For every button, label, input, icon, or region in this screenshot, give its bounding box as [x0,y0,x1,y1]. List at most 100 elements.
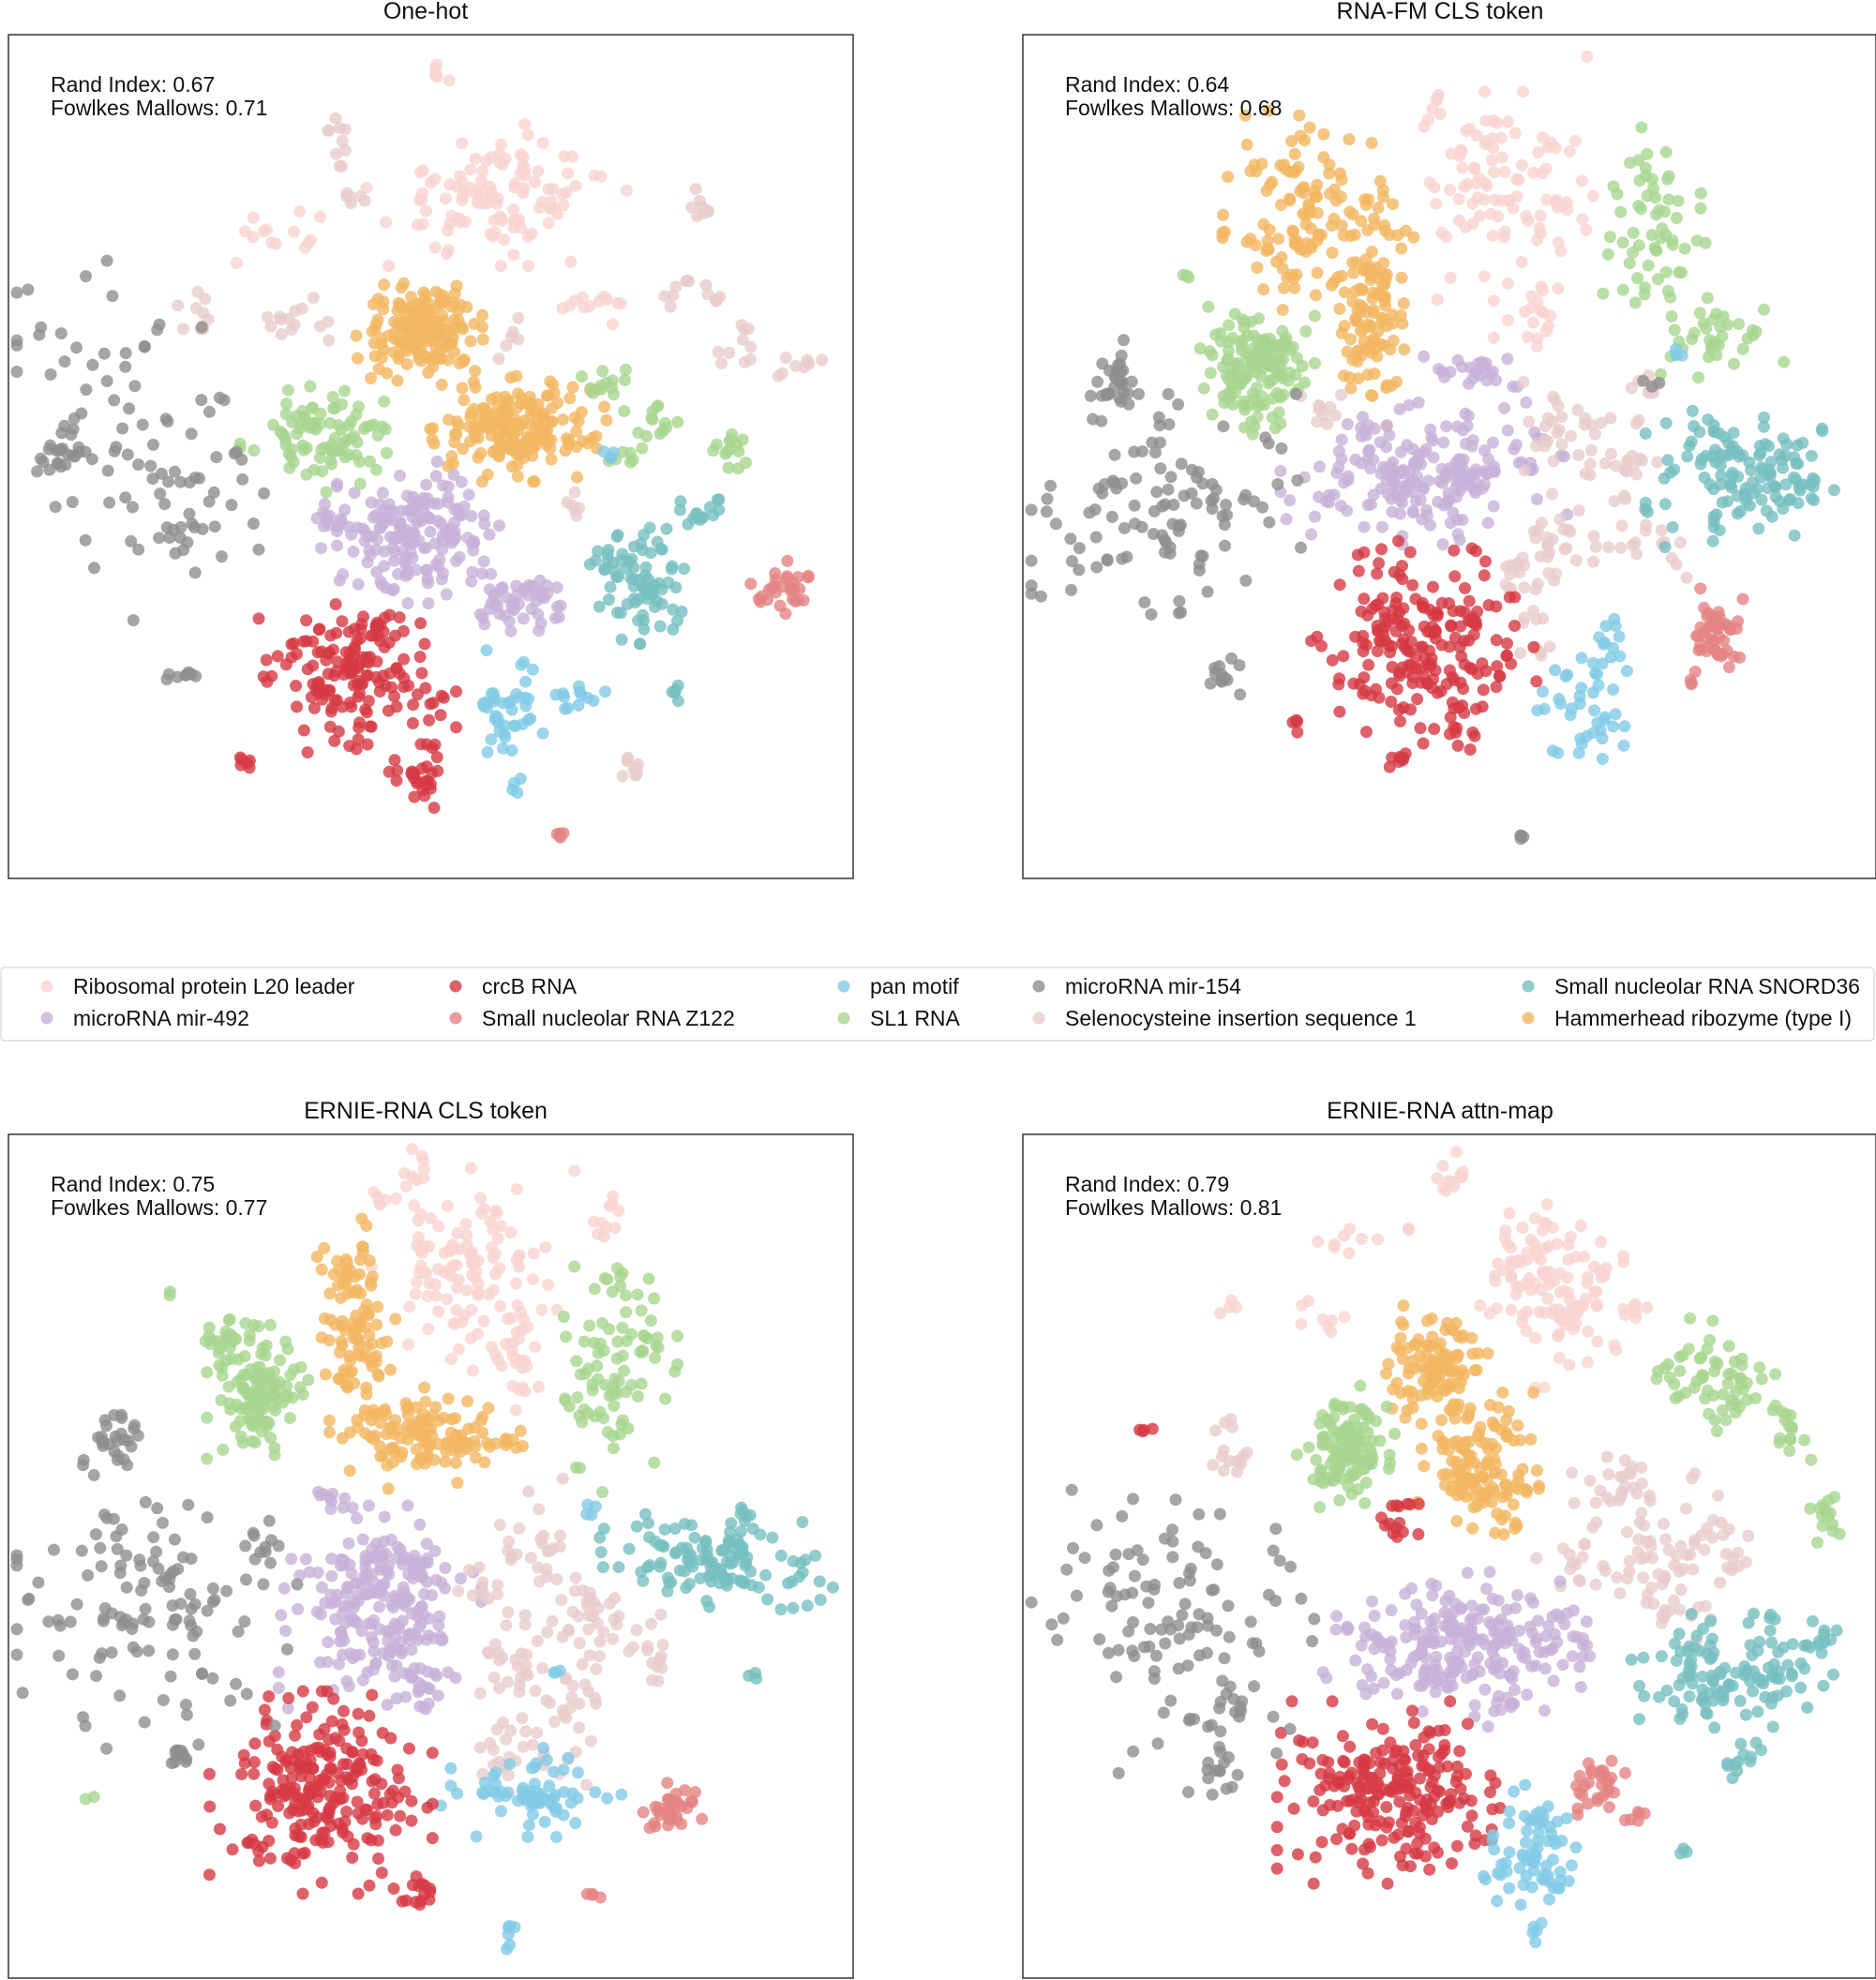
point-crcb [237,1748,250,1762]
point-mir154 [1106,474,1119,488]
point-ribosomal [411,1173,424,1186]
point-hammerhead [1386,308,1399,322]
point-snord36 [628,540,640,553]
point-crcb [1428,723,1441,735]
point-hammerhead [1356,284,1369,297]
scatter-points [10,58,829,844]
point-ribosomal [518,117,532,130]
point-ribosomal [1471,191,1484,204]
point-secis [1321,417,1334,430]
point-secis [516,1712,529,1725]
point-mir154 [1073,542,1086,555]
point-mir154 [121,1459,134,1472]
point-mir154 [100,375,113,387]
point-mir492 [1488,460,1501,473]
point-hammerhead [365,372,377,384]
point-crcb [1358,592,1371,606]
legend-marker [837,1012,850,1025]
point-ribosomal [1295,1317,1308,1330]
point-crcb [354,678,368,691]
point-mir154 [66,1668,79,1681]
rand-index-label: Rand Index: 0.67 [51,72,215,97]
point-mir492 [392,567,405,580]
point-secis [546,1614,559,1628]
point-ribosomal [1582,1325,1595,1338]
point-secis [590,1697,603,1710]
point-mir492 [394,469,406,482]
panel-ernie-rna-attn-map: ERNIE-RNA attn-map Rand Index: 0.79 Fowl… [1022,1098,1876,1979]
point-ribosomal [1533,1305,1546,1318]
point-crcb [282,1691,295,1704]
point-hammerhead [1294,129,1307,142]
point-mir154 [70,1598,83,1611]
point-pan [505,703,518,716]
point-ribosomal [390,1192,402,1205]
point-mir154 [136,418,149,431]
point-mir154 [1147,528,1160,540]
point-hammerhead [442,459,455,472]
point-secis [484,1736,496,1749]
point-ribosomal [607,318,620,331]
point-ribosomal [1491,1302,1504,1315]
point-snord36 [1763,463,1776,476]
point-mir154 [120,1581,133,1594]
point-ribosomal [507,203,520,217]
point-mir154 [1034,590,1047,603]
point-crcb [1360,726,1373,739]
panel-title: ERNIE-RNA attn-map [1327,1098,1553,1124]
point-mir154 [10,366,23,378]
point-snord36 [668,686,682,699]
point-secis [358,194,371,207]
point-secis [710,293,723,307]
point-mir492 [333,574,346,587]
point-ribosomal [1562,1238,1575,1252]
point-snord36 [1779,478,1793,491]
point-hammerhead [1240,138,1253,151]
point-secis [1572,504,1585,518]
point-z122 [557,827,570,840]
point-mir492 [404,504,417,517]
point-pan [519,675,533,688]
point-secis [653,1654,667,1666]
point-hammerhead [1350,256,1363,269]
point-ribosomal [1553,1351,1566,1364]
point-crcb [1414,722,1427,735]
point-mir154 [1193,558,1206,571]
point-mir154 [121,448,134,461]
point-sl1 [223,1328,236,1341]
point-secis [199,292,212,306]
point-z122 [696,1812,709,1825]
point-z122 [781,554,794,567]
point-mir492 [299,1552,312,1566]
panel-ernie-rna-cls: ERNIE-RNA CLS token Rand Index: 0.75 Fow… [8,1098,854,1979]
point-sl1 [601,1426,614,1439]
point-ribosomal [1580,223,1593,236]
point-mir154 [98,1602,112,1614]
point-ribosomal [430,70,443,83]
point-hammerhead [1369,218,1382,232]
point-mir154 [1175,518,1187,532]
point-mir492 [1335,433,1348,446]
point-secis [556,1472,569,1485]
legend-marker [449,980,462,993]
point-mir492 [1480,374,1493,387]
point-mir492 [1383,428,1396,442]
point-ribosomal [1628,1298,1642,1311]
point-ribosomal [509,1403,522,1417]
point-mir154 [189,669,203,682]
point-crcb [301,663,314,676]
point-sl1 [1223,368,1237,381]
point-mir492 [378,1510,391,1523]
point-mir154 [166,1648,179,1661]
point-snord36 [638,622,651,636]
point-secis [543,1544,556,1557]
point-hammerhead [1279,162,1292,175]
point-mir492 [387,531,400,544]
point-ribosomal [517,158,530,172]
point-crcb [323,1762,337,1775]
point-secis [520,1648,533,1661]
legend-marker [1032,980,1045,993]
point-mir492 [422,597,435,610]
point-hammerhead [383,1363,397,1376]
legend-marker [40,980,53,993]
